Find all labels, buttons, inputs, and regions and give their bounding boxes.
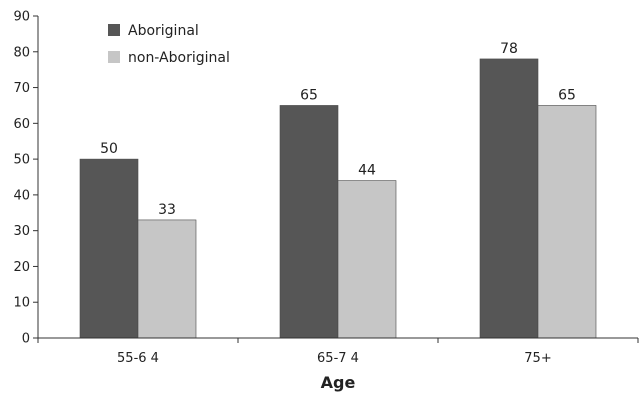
y-tick-label: 60 (13, 117, 30, 132)
legend: Aboriginal non-Aboriginal (108, 23, 230, 66)
x-tick-label: 75+ (524, 351, 551, 366)
data-labels-layer: 50 33 65 44 78 65 (100, 41, 576, 218)
y-tick-label: 30 (13, 224, 30, 239)
y-tick-label: 70 (13, 81, 30, 96)
y-tick-label: 20 (13, 260, 30, 275)
data-label: 44 (358, 163, 376, 179)
x-ticks-layer: 55-6 4 65-7 4 75+ (37, 338, 639, 366)
x-tick-label: 65-7 4 (317, 351, 359, 366)
data-label: 65 (558, 87, 576, 103)
data-label: 78 (500, 41, 518, 57)
y-tick-label: 90 (13, 10, 30, 25)
legend-label-non-aboriginal: non-Aboriginal (128, 50, 230, 66)
bar-aboriginal-3 (479, 58, 539, 339)
bars-layer (79, 58, 597, 339)
legend-swatch-non-aboriginal (108, 51, 120, 63)
y-tick-label: 40 (13, 188, 30, 203)
bar-aboriginal-2 (279, 105, 339, 339)
bar-non-aboriginal-1 (137, 219, 197, 339)
axes-layer (37, 16, 638, 339)
y-tick-label: 50 (13, 153, 30, 168)
data-label: 50 (100, 141, 118, 157)
legend-label-aboriginal: Aboriginal (128, 23, 199, 39)
y-ticks-layer: 0 10 20 30 40 50 60 70 80 90 (13, 10, 38, 347)
y-tick-label: 80 (13, 45, 30, 60)
bar-aboriginal-1 (79, 158, 139, 339)
data-label: 33 (158, 202, 176, 218)
y-tick-label: 0 (22, 332, 30, 347)
x-tick-label: 55-6 4 (117, 351, 159, 366)
legend-swatch-aboriginal (108, 24, 120, 36)
y-tick-label: 10 (13, 296, 30, 311)
data-label: 65 (300, 87, 318, 103)
x-axis-title: Age (321, 373, 356, 392)
bar-non-aboriginal-2 (337, 180, 397, 339)
bar-non-aboriginal-3 (537, 105, 597, 339)
